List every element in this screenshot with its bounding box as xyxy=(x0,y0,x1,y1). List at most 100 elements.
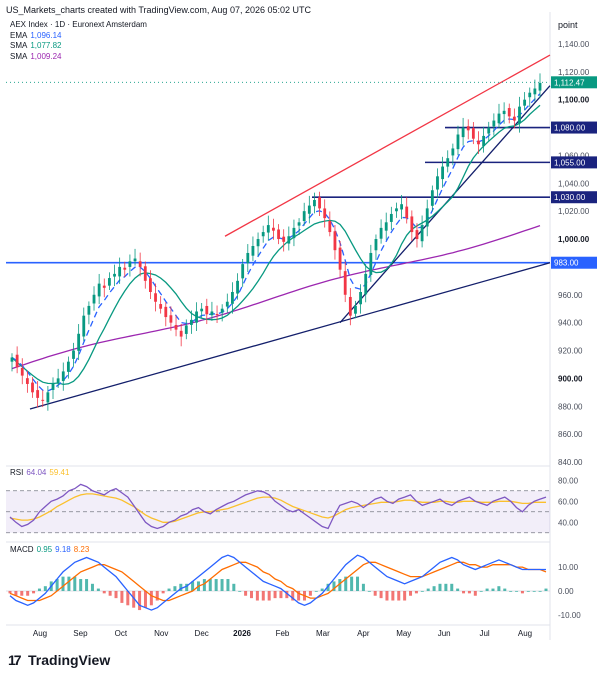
price-tick-label: 1,020.00 xyxy=(558,207,590,216)
level-price-label: 1,055.00 xyxy=(554,158,586,167)
candle-body xyxy=(533,88,537,95)
sma50-legend: SMA 1,077.82 xyxy=(10,41,62,50)
macd-tick-label: -10.00 xyxy=(558,611,581,620)
candle-body xyxy=(20,367,24,376)
time-tick-label: Jul xyxy=(479,629,489,638)
rsi-tick-label: 40.00 xyxy=(558,518,579,527)
candle-body xyxy=(441,166,445,180)
time-tick-label: Apr xyxy=(357,629,370,638)
chart-header: US_Markets_charts created with TradingVi… xyxy=(6,5,311,15)
level-price-badge xyxy=(551,256,597,269)
macd-histogram-bar xyxy=(114,590,118,599)
macd-line xyxy=(9,554,546,611)
macd-histogram-bar xyxy=(90,583,94,591)
time-tick-label: Nov xyxy=(154,629,168,638)
candle-body xyxy=(389,213,393,222)
price-axis-unit: point xyxy=(558,20,578,30)
candle-body xyxy=(374,239,378,251)
candle-body xyxy=(333,231,337,251)
rsi-tick-label: 60.00 xyxy=(558,497,579,506)
tradingview-logo-icon: 17 xyxy=(8,652,22,668)
candle-body xyxy=(31,382,34,393)
price-tick-label: 1,040.00 xyxy=(558,179,590,188)
macd-histogram-bar xyxy=(373,590,377,596)
candle-body xyxy=(456,134,460,150)
macd-histogram-bar xyxy=(538,590,542,592)
macd-histogram-bar xyxy=(208,579,212,591)
candle-body xyxy=(77,333,81,351)
time-tick-label: Oct xyxy=(115,629,128,638)
macd-legend: MACD 0.95 9.18 8.23 xyxy=(10,545,90,554)
candle-body xyxy=(359,291,362,305)
candle-body xyxy=(277,229,280,240)
price-legend: AEX Index · 1D · Euronext Amsterdam EMA 1… xyxy=(10,20,147,62)
macd-histogram-bar xyxy=(132,590,136,608)
price-tick-label: 940.00 xyxy=(558,319,583,328)
candle-body xyxy=(507,108,511,117)
level-price-label: 983.00 xyxy=(554,259,579,268)
time-tick-label: Aug xyxy=(33,629,47,638)
tradingview-logo[interactable]: 17 TradingView xyxy=(8,652,111,668)
macd-histogram-bar xyxy=(161,590,165,594)
macd-histogram-bar xyxy=(526,590,530,592)
candle-body xyxy=(148,278,152,292)
candle-body xyxy=(61,371,65,382)
macd-histogram-bar xyxy=(26,590,30,596)
macd-histogram-bar xyxy=(261,590,265,601)
candle-body xyxy=(179,330,183,337)
price-tick-label: 1,140.00 xyxy=(558,40,590,49)
candle-body xyxy=(348,296,352,316)
candle-body xyxy=(523,99,527,106)
candle-body xyxy=(128,261,132,267)
candle-body xyxy=(82,315,86,337)
candle-body xyxy=(56,378,60,383)
candle-body xyxy=(138,261,142,267)
macd-histogram-bar xyxy=(79,579,83,591)
candle-body xyxy=(41,399,45,401)
candle-body xyxy=(184,325,188,334)
candle-body xyxy=(190,319,193,325)
candle-body xyxy=(446,158,450,167)
candle-body xyxy=(461,127,465,138)
price-tick-label: 1,000.00 xyxy=(558,235,590,244)
macd-histogram-bar xyxy=(108,590,112,596)
price-tick-label: 880.00 xyxy=(558,402,583,411)
candle-body xyxy=(205,305,209,315)
macd-histogram-bar xyxy=(414,590,418,594)
macd-histogram-bar xyxy=(167,588,171,591)
macd-histogram-bar xyxy=(67,576,71,591)
candle-body xyxy=(107,278,111,286)
candle-body xyxy=(302,211,306,221)
level-price-label: 1,030.00 xyxy=(554,193,586,202)
rsi-legend: RSI 64.04 59.41 xyxy=(10,468,70,477)
candle-body xyxy=(246,252,250,264)
macd-histogram-bar xyxy=(126,590,130,606)
candle-body xyxy=(200,308,204,312)
time-tick-label: Sep xyxy=(73,629,88,638)
macd-histogram-bar xyxy=(491,588,495,591)
upper-trendline xyxy=(224,54,551,237)
macd-histogram-bar xyxy=(432,586,436,591)
macd-histogram-bar xyxy=(179,583,183,591)
candle-body xyxy=(266,225,270,233)
candle-body xyxy=(415,230,419,240)
candle-body xyxy=(477,140,480,145)
macd-histogram-bar xyxy=(450,583,454,591)
candle-body xyxy=(113,273,116,277)
macd-histogram-bar xyxy=(61,576,65,591)
candle-body xyxy=(405,206,409,219)
time-tick-label: Jun xyxy=(438,629,451,638)
time-tick-label: Mar xyxy=(316,629,330,638)
macd-histogram-bar xyxy=(503,588,507,591)
macd-histogram-bar xyxy=(267,590,271,601)
candle-body xyxy=(487,127,491,134)
candle-body xyxy=(195,311,198,323)
candle-body xyxy=(436,176,439,190)
macd-histogram-bar xyxy=(385,590,389,601)
macd-histogram-bar xyxy=(379,590,383,599)
macd-histogram-bar xyxy=(497,586,501,591)
macd-histogram-bar xyxy=(391,590,395,601)
candle-body xyxy=(272,227,275,231)
macd-histogram-bar xyxy=(138,590,142,611)
